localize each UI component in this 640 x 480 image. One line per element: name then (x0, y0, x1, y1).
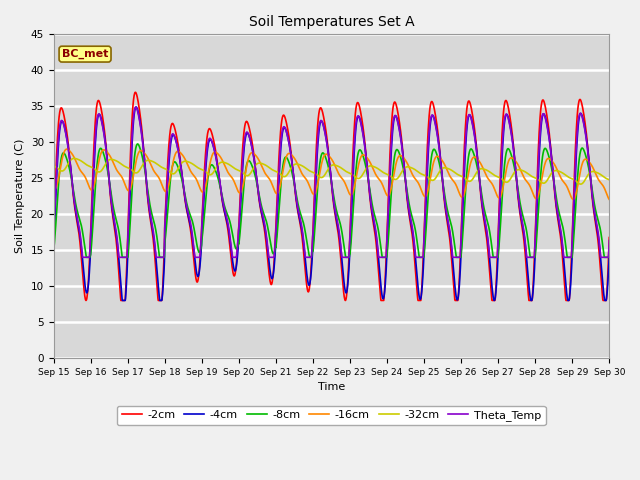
Line: -16cm: -16cm (54, 149, 609, 200)
Line: -4cm: -4cm (54, 107, 609, 300)
-4cm (132, 104, 140, 110)
-4cm (277, 144, 285, 150)
-2cm (605, 235, 613, 240)
Legend: -2cm, -4cm, -8cm, -16cm, -32cm, Theta_Temp: -2cm, -4cm, -8cm, -16cm, -32cm, Theta_Te… (117, 406, 545, 425)
-2cm (280, 112, 287, 118)
-2cm (132, 89, 140, 95)
-16cm (50, 186, 58, 192)
-16cm (258, 163, 266, 169)
Theta_Temp (280, 124, 287, 130)
-8cm (83, 254, 90, 260)
-4cm (81, 285, 89, 290)
-32cm (70, 156, 78, 161)
-32cm (429, 178, 437, 183)
-8cm (169, 162, 177, 168)
-4cm (258, 212, 266, 218)
-8cm (429, 146, 437, 152)
-4cm (429, 114, 437, 120)
-16cm (280, 166, 287, 172)
Theta_Temp (277, 139, 285, 144)
-32cm (605, 177, 613, 182)
-8cm (134, 141, 141, 147)
-4cm (50, 247, 58, 252)
-16cm (63, 146, 70, 152)
-4cm (169, 132, 177, 138)
Theta_Temp (79, 254, 86, 260)
-16cm (276, 181, 284, 187)
Line: -2cm: -2cm (54, 92, 609, 300)
-2cm (81, 296, 89, 302)
-2cm (50, 231, 58, 237)
-2cm (277, 125, 285, 131)
-8cm (277, 182, 285, 188)
Line: -32cm: -32cm (54, 158, 609, 184)
-16cm (429, 161, 437, 167)
-32cm (280, 174, 287, 180)
Theta_Temp (258, 209, 266, 215)
-2cm (169, 120, 177, 126)
-2cm (82, 298, 90, 303)
-16cm (605, 197, 613, 203)
Theta_Temp (429, 114, 437, 120)
-32cm (577, 181, 584, 187)
Y-axis label: Soil Temperature (C): Soil Temperature (C) (15, 139, 25, 253)
-32cm (168, 171, 176, 177)
-8cm (50, 250, 58, 255)
-16cm (82, 175, 90, 181)
-2cm (429, 102, 437, 108)
Text: BC_met: BC_met (62, 49, 108, 59)
-4cm (280, 125, 287, 131)
X-axis label: Time: Time (318, 382, 345, 392)
-8cm (280, 159, 287, 165)
-32cm (50, 163, 58, 168)
-32cm (276, 172, 284, 178)
Theta_Temp (82, 254, 90, 260)
-4cm (118, 298, 126, 303)
Theta_Temp (50, 234, 58, 240)
Theta_Temp (605, 238, 613, 243)
Line: Theta_Temp: Theta_Temp (54, 107, 609, 257)
-2cm (258, 214, 266, 219)
-32cm (82, 161, 90, 167)
Line: -8cm: -8cm (54, 144, 609, 257)
-16cm (168, 162, 176, 168)
Theta_Temp (169, 131, 177, 137)
Theta_Temp (132, 104, 140, 110)
Title: Soil Temperatures Set A: Soil Temperatures Set A (248, 15, 414, 29)
-8cm (258, 205, 266, 211)
-4cm (605, 252, 613, 258)
-8cm (605, 254, 613, 260)
-32cm (258, 161, 266, 167)
-8cm (81, 248, 89, 254)
